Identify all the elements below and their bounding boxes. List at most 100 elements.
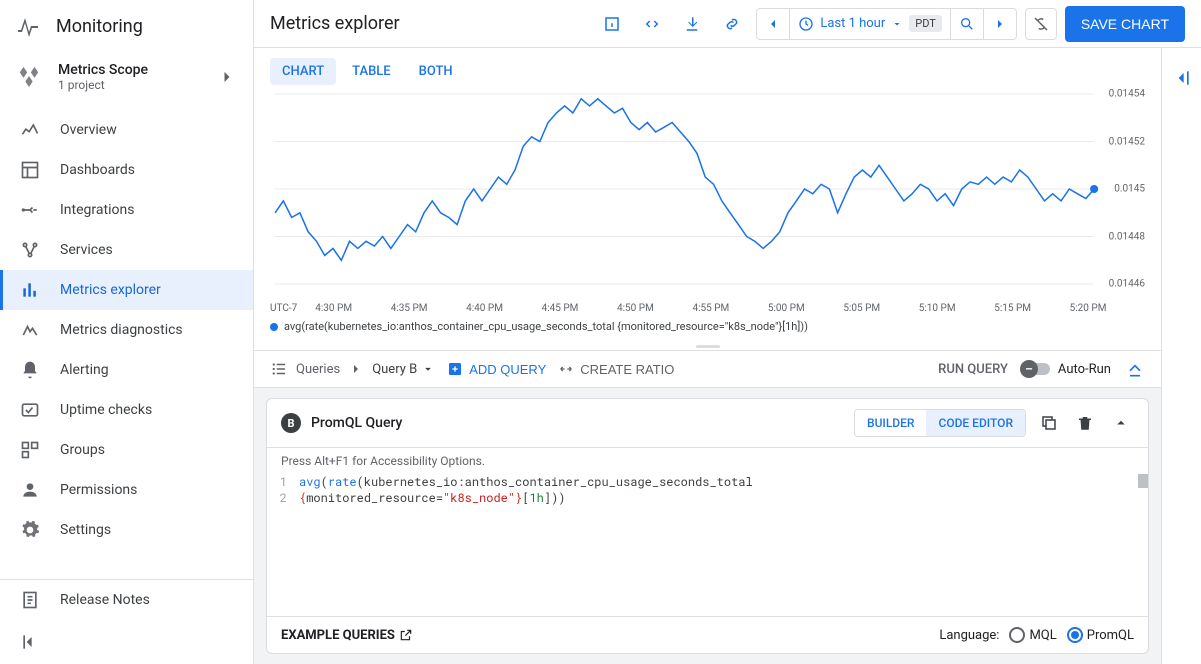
chevron-right-icon: [217, 67, 237, 87]
add-query-button[interactable]: ADD QUERY: [447, 361, 546, 377]
tab-table[interactable]: TABLE: [340, 58, 403, 85]
sidebar-footer: Release Notes: [0, 579, 253, 664]
bell-icon: [20, 360, 40, 380]
gear-icon: [20, 520, 40, 540]
sidebar-item-label: Permissions: [60, 482, 137, 498]
scroll-position-marker: [1138, 474, 1148, 488]
example-queries-label: EXAMPLE QUERIES: [281, 628, 395, 643]
view-tabs: CHART TABLE BOTH: [254, 48, 1161, 89]
legend-text: avg(rate(kubernetes_io:anthos_container_…: [284, 320, 808, 333]
y-tick-label: 0.01448: [1109, 231, 1145, 242]
code-line: 1 avg(rate(kubernetes_io:anthos_containe…: [275, 474, 1140, 490]
add-query-label: ADD QUERY: [469, 362, 546, 377]
sidebar-item-groups[interactable]: Groups: [0, 430, 253, 470]
resize-handle[interactable]: [254, 343, 1161, 350]
token-label: monitored_resource: [306, 490, 436, 506]
sidebar-header: Monitoring: [0, 0, 253, 52]
x-tick-label: 4:30 PM: [315, 303, 390, 314]
time-next-button[interactable]: [984, 9, 1016, 39]
sidebar-item-integrations[interactable]: Integrations: [0, 190, 253, 230]
timezone-badge: PDT: [909, 15, 942, 32]
y-axis: 0.014540.014520.01450.014480.01446: [1095, 89, 1145, 299]
sidebar-item-release-notes[interactable]: Release Notes: [0, 580, 253, 620]
sidebar-item-alerting[interactable]: Alerting: [0, 350, 253, 390]
tab-both[interactable]: BOTH: [407, 58, 465, 85]
x-tick-label: 4:45 PM: [542, 303, 617, 314]
radio-promql[interactable]: PromQL: [1067, 627, 1134, 643]
notes-icon: [20, 590, 40, 610]
language-label: Language:: [939, 628, 999, 643]
overview-icon: [20, 120, 40, 140]
query-card: B PromQL Query BUILDER CODE EDITOR Pre: [266, 398, 1149, 654]
x-tick-label: 4:35 PM: [391, 303, 466, 314]
link-button[interactable]: [716, 8, 748, 40]
metrics-explorer-icon: [20, 280, 40, 300]
time-prev-button[interactable]: [757, 9, 789, 39]
query-title: PromQL Query: [311, 415, 844, 431]
services-icon: [20, 240, 40, 260]
sidebar-item-permissions[interactable]: Permissions: [0, 470, 253, 510]
person-icon: [20, 480, 40, 500]
sync-off-button[interactable]: [1025, 8, 1057, 40]
line-chart: [270, 89, 1145, 299]
uptime-icon: [20, 400, 40, 420]
autorun-toggle[interactable]: – Auto-Run: [1022, 362, 1111, 377]
time-range-button[interactable]: Last 1 hour PDT: [790, 9, 950, 39]
sidebar-item-label: Metrics explorer: [60, 282, 161, 298]
token-duration: 1h: [529, 490, 543, 506]
time-zoom-button[interactable]: [951, 9, 983, 39]
y-tick-label: 0.01446: [1109, 279, 1145, 290]
info-panel-button[interactable]: [596, 8, 628, 40]
sidebar-item-services[interactable]: Services: [0, 230, 253, 270]
chart-panel: CHART TABLE BOTH 0.014540.014520.01450.0…: [254, 48, 1161, 664]
sidebar-item-label: Metrics diagnostics: [60, 322, 183, 338]
create-ratio-button[interactable]: CREATE RATIO: [558, 361, 674, 377]
delete-query-button[interactable]: [1072, 410, 1098, 436]
download-button[interactable]: [676, 8, 708, 40]
code-editor-mode-button[interactable]: CODE EDITOR: [926, 410, 1025, 436]
right-rail: [1161, 48, 1201, 664]
query-toolbar: Queries Query B ADD QUERY CREATE RATIO: [254, 350, 1161, 388]
line-number: 1: [275, 474, 299, 490]
dashboards-icon: [20, 160, 40, 180]
expand-right-panel-button[interactable]: [1172, 68, 1192, 664]
sidebar-item-uptime-checks[interactable]: Uptime checks: [0, 390, 253, 430]
legend-marker-icon: [270, 323, 278, 331]
scope-text: Metrics Scope 1 project: [58, 62, 201, 92]
radio-mql[interactable]: MQL: [1009, 627, 1056, 643]
sidebar-item-label: Release Notes: [60, 592, 150, 608]
scope-subtitle: 1 project: [58, 78, 201, 92]
sidebar-item-settings[interactable]: Settings: [0, 510, 253, 550]
create-ratio-label: CREATE RATIO: [580, 362, 674, 377]
editor-mode-toggle: BUILDER CODE EDITOR: [854, 409, 1026, 437]
x-tick-label: 5:15 PM: [994, 303, 1069, 314]
sidebar-item-overview[interactable]: Overview: [0, 110, 253, 150]
sidebar-item-dashboards[interactable]: Dashboards: [0, 150, 253, 190]
sidebar-item-label: Integrations: [60, 202, 134, 218]
collapse-card-button[interactable]: [1108, 410, 1134, 436]
line-number: 2: [275, 490, 299, 506]
copy-query-button[interactable]: [1036, 410, 1062, 436]
sidebar-item-label: Dashboards: [60, 162, 135, 178]
collapse-sidebar-button[interactable]: [0, 620, 253, 664]
sidebar-item-metrics-explorer[interactable]: Metrics explorer: [0, 270, 253, 310]
diagnostics-icon: [20, 320, 40, 340]
breadcrumb-chevron-icon: [348, 361, 364, 377]
x-tick-label: 5:00 PM: [768, 303, 843, 314]
time-range-selector: Last 1 hour PDT: [756, 8, 1017, 40]
example-queries-link[interactable]: EXAMPLE QUERIES: [281, 628, 413, 643]
tab-chart[interactable]: CHART: [270, 58, 336, 85]
main: Metrics explorer Last 1 hour PDT: [254, 0, 1201, 664]
builder-mode-button[interactable]: BUILDER: [855, 410, 926, 436]
code-editor[interactable]: Press Alt+F1 for Accessibility Options. …: [267, 447, 1148, 616]
code-button[interactable]: [636, 8, 668, 40]
collapse-queries-button[interactable]: [1125, 359, 1145, 379]
token-string: "k8s_node": [443, 490, 515, 506]
save-chart-button[interactable]: SAVE CHART: [1065, 6, 1185, 42]
query-selector[interactable]: Query B: [372, 362, 435, 377]
metrics-scope-row[interactable]: Metrics Scope 1 project: [0, 52, 253, 102]
sidebar-item-metrics-diagnostics[interactable]: Metrics diagnostics: [0, 310, 253, 350]
code-lines: 1 avg(rate(kubernetes_io:anthos_containe…: [267, 474, 1148, 514]
run-query-button[interactable]: RUN QUERY: [938, 362, 1008, 377]
monitoring-logo-icon: [16, 14, 40, 38]
